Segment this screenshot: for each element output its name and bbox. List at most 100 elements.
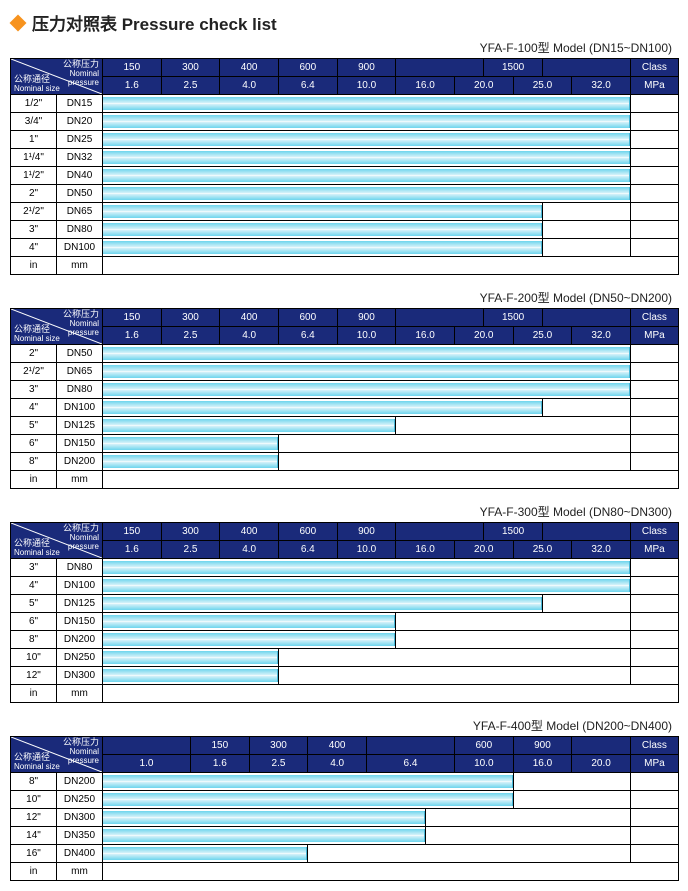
page-title-row: 压力对照表 Pressure check list (10, 10, 678, 35)
size-mm: DN50 (57, 345, 103, 363)
row-end (630, 221, 678, 239)
corner-header: 公称压力Nominalpressure公称通径Nominal size (11, 523, 103, 559)
table-row: 12"DN300 (11, 667, 679, 685)
table-row: 14"DN350 (11, 827, 679, 845)
size-in: 12" (11, 667, 57, 685)
row-end (630, 791, 678, 809)
unit-empty (103, 685, 679, 703)
class-header: 150 (103, 59, 162, 77)
pressure-bar (103, 809, 426, 827)
mpa-header: 10.0 (337, 327, 396, 345)
np-label: 公称压力 (63, 737, 99, 747)
size-mm: DN20 (57, 113, 103, 131)
unit-mpa: MPa (630, 77, 678, 95)
size-mm: DN200 (57, 631, 103, 649)
size-in: 8" (11, 773, 57, 791)
row-end (630, 363, 678, 381)
row-end (630, 773, 678, 791)
pressure-bar (103, 631, 396, 649)
unit-mm: mm (57, 471, 103, 489)
mpa-header: 20.0 (454, 541, 513, 559)
size-in: 1" (11, 131, 57, 149)
row-end (630, 95, 678, 113)
class-header: 900 (337, 523, 396, 541)
np-label: 公称压力 (63, 59, 99, 69)
unit-empty (103, 863, 679, 881)
row-end (630, 559, 678, 577)
size-mm: DN80 (57, 559, 103, 577)
mpa-header: 32.0 (572, 77, 631, 95)
class-header: 600 (278, 309, 337, 327)
row-end (630, 595, 678, 613)
empty-cell (542, 203, 630, 221)
pressure-bar (103, 167, 631, 185)
class-header (396, 59, 484, 77)
class-header: 1500 (484, 59, 543, 77)
size-in: 4" (11, 577, 57, 595)
size-in: 2¹/2" (11, 363, 57, 381)
row-end (630, 845, 678, 863)
class-header: 900 (513, 737, 572, 755)
size-mm: DN125 (57, 417, 103, 435)
mpa-header: 10.0 (337, 541, 396, 559)
size-in: 14" (11, 827, 57, 845)
size-in: 8" (11, 453, 57, 471)
size-mm: DN400 (57, 845, 103, 863)
row-end (630, 381, 678, 399)
mpa-header: 1.6 (103, 77, 162, 95)
row-end (630, 667, 678, 685)
model-label: YFA-F-300型 Model (DN80~DN300) (10, 503, 672, 520)
size-in: 16" (11, 845, 57, 863)
class-header: 150 (191, 737, 250, 755)
size-mm: DN250 (57, 649, 103, 667)
empty-cell (425, 809, 630, 827)
table-row: 4"DN100 (11, 239, 679, 257)
size-mm: DN32 (57, 149, 103, 167)
class-header (542, 523, 630, 541)
table-row: 1/2"DN15 (11, 95, 679, 113)
empty-cell (278, 649, 630, 667)
row-end (630, 417, 678, 435)
row-end (630, 113, 678, 131)
size-mm: DN100 (57, 239, 103, 257)
unit-class: Class (630, 523, 678, 541)
class-header: 400 (220, 523, 279, 541)
class-header: 300 (161, 309, 220, 327)
corner-header: 公称压力Nominalpressure公称通径Nominal size (11, 309, 103, 345)
mpa-header: 10.0 (454, 755, 513, 773)
class-header: 300 (161, 523, 220, 541)
size-mm: DN65 (57, 203, 103, 221)
class-header: 600 (278, 523, 337, 541)
mpa-header: 6.4 (278, 77, 337, 95)
mpa-header: 2.5 (161, 327, 220, 345)
size-in: 3" (11, 381, 57, 399)
size-in: 1¹/2" (11, 167, 57, 185)
size-mm: DN150 (57, 613, 103, 631)
pressure-bar (103, 595, 543, 613)
pressure-bar (103, 791, 514, 809)
pressure-bar (103, 381, 631, 399)
empty-cell (396, 613, 631, 631)
table-row: 1"DN25 (11, 131, 679, 149)
class-header: 1500 (484, 523, 543, 541)
unit-row: inmm (11, 685, 679, 703)
mpa-header: 25.0 (513, 327, 572, 345)
class-header: 300 (249, 737, 308, 755)
row-end (630, 131, 678, 149)
size-mm: DN50 (57, 185, 103, 203)
mpa-header: 16.0 (513, 755, 572, 773)
table-row: 3"DN80 (11, 381, 679, 399)
size-in: 4" (11, 399, 57, 417)
class-header: 150 (103, 309, 162, 327)
table-row: 10"DN250 (11, 649, 679, 667)
size-mm: DN200 (57, 773, 103, 791)
mpa-header: 4.0 (308, 755, 367, 773)
mpa-header: 2.5 (161, 77, 220, 95)
unit-empty (103, 257, 679, 275)
empty-cell (308, 845, 631, 863)
class-header: 400 (220, 309, 279, 327)
class-header (366, 737, 454, 755)
unit-empty (103, 471, 679, 489)
size-mm: DN250 (57, 791, 103, 809)
unit-mpa: MPa (630, 755, 678, 773)
